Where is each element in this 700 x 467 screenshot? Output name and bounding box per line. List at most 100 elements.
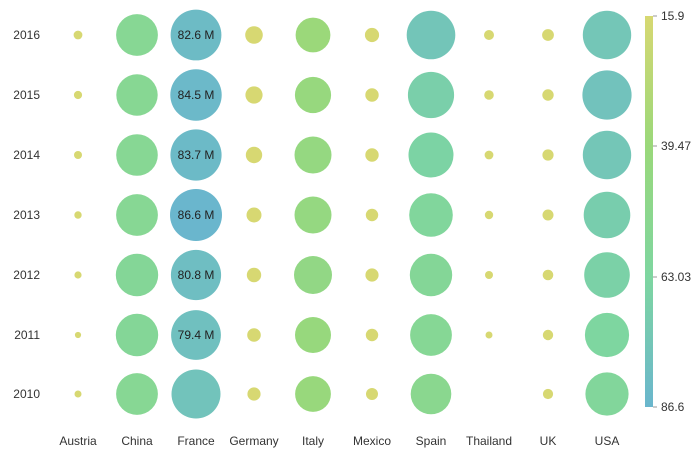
bubble-france-2013[interactable]	[170, 189, 222, 241]
bubble-usa-2013[interactable]	[583, 191, 631, 239]
bubble-france-2012[interactable]	[170, 249, 222, 301]
bubble-mexico-2010[interactable]	[366, 388, 378, 400]
data-label-2014: 83.7 M	[178, 148, 215, 162]
legend-label-2: 39.47	[661, 139, 691, 153]
bubble-france-2014[interactable]	[170, 129, 222, 181]
bubble-france-2011[interactable]	[171, 310, 221, 360]
bubble-china-2013[interactable]	[116, 194, 158, 236]
bubble-spain-2012[interactable]	[409, 253, 453, 297]
x-axis-label-mexico: Mexico	[353, 434, 391, 448]
data-label-2015: 84.5 M	[178, 88, 215, 102]
x-axis-label-china: China	[121, 434, 153, 448]
x-axis-label-italy: Italy	[302, 434, 324, 448]
bubble-usa-2011[interactable]	[584, 312, 630, 358]
bubble-spain-2011[interactable]	[410, 314, 452, 356]
bubble-spain-2015[interactable]	[407, 71, 455, 119]
bubble-italy-2013[interactable]	[294, 196, 332, 234]
bubble-mexico-2016[interactable]	[364, 27, 380, 43]
x-axis-label-austria: Austria	[59, 434, 97, 448]
bubble-germany-2011[interactable]	[247, 328, 261, 342]
bubble-uk-2011[interactable]	[542, 329, 554, 341]
bubble-italy-2011[interactable]	[295, 317, 331, 353]
bubble-mexico-2015[interactable]	[365, 88, 379, 102]
data-label-2013: 86.6 M	[178, 208, 215, 222]
bubble-france-2010[interactable]	[171, 369, 221, 419]
y-axis-label-2015: 2015	[13, 88, 40, 102]
bubble-china-2011[interactable]	[115, 313, 159, 357]
bubble-germany-2013[interactable]	[246, 207, 262, 223]
bubble-germany-2014[interactable]	[245, 146, 263, 164]
bubble-usa-2012[interactable]	[584, 252, 630, 298]
bubble-france-2015[interactable]	[170, 69, 222, 121]
x-axis-label-usa: USA	[595, 434, 620, 448]
bubble-usa-2014[interactable]	[582, 130, 632, 180]
y-axis-label-2014: 2014	[13, 148, 40, 162]
bubble-china-2012[interactable]	[115, 253, 159, 297]
legend-label-3: 63.03	[661, 270, 691, 284]
bubble-uk-2010[interactable]	[542, 388, 554, 400]
bubble-austria-2016[interactable]	[73, 30, 83, 40]
bubble-austria-2014[interactable]	[74, 151, 82, 159]
x-axis-label-germany: Germany	[229, 434, 278, 448]
bubble-mexico-2014[interactable]	[365, 148, 379, 162]
bubble-austria-2010[interactable]	[74, 390, 82, 398]
bubble-uk-2016[interactable]	[542, 29, 554, 41]
data-label-2016: 82.6 M	[178, 28, 215, 42]
bubble-spain-2014[interactable]	[408, 132, 454, 178]
bubble-mexico-2012[interactable]	[365, 268, 379, 282]
legend-label-4: 86.6	[661, 400, 685, 414]
bubble-germany-2016[interactable]	[245, 26, 263, 44]
x-axis-label-france: France	[177, 434, 215, 448]
bubble-italy-2016[interactable]	[295, 17, 331, 53]
x-axis-labels: Austria China France Germany Italy Mexico Spai…	[59, 434, 619, 448]
y-axis-label-2011: 2011	[14, 328, 40, 342]
bubble-austria-2012[interactable]	[74, 271, 82, 279]
bubble-germany-2015[interactable]	[245, 86, 263, 104]
y-axis-label-2013: 2013	[13, 208, 40, 222]
bubble-germany-2010[interactable]	[247, 387, 261, 401]
bubble-thailand-2013[interactable]	[484, 210, 494, 220]
x-axis-label-uk: UK	[540, 434, 557, 448]
y-axis-label-2010: 2010	[13, 387, 40, 401]
y-axis-label-2012: 2012	[13, 268, 40, 282]
data-label-2011: 79.4 M	[178, 328, 215, 342]
bubble-spain-2016[interactable]	[406, 10, 456, 60]
bubble-uk-2012[interactable]	[542, 269, 554, 281]
bubble-austria-2015[interactable]	[73, 90, 83, 100]
bubbles: 82.6 M 84.5 M 83.7 M 86.6 M 80.8 M 79.4 M	[73, 9, 632, 419]
x-axis-label-spain: Spain	[416, 434, 447, 448]
bubble-china-2014[interactable]	[116, 134, 158, 176]
bubble-spain-2010[interactable]	[410, 373, 452, 415]
bubble-uk-2013[interactable]	[542, 209, 554, 221]
y-axis-labels: 2016 2015 2014 2013 2012 2011 2010	[13, 28, 40, 401]
bubble-austria-2013[interactable]	[74, 211, 82, 219]
bubble-thailand-2011[interactable]	[485, 331, 493, 339]
bubble-thailand-2012[interactable]	[485, 271, 493, 279]
bubble-thailand-2016[interactable]	[484, 30, 494, 40]
bubble-thailand-2014[interactable]	[484, 150, 494, 160]
bubble-usa-2010[interactable]	[585, 372, 629, 416]
bubble-uk-2014[interactable]	[542, 149, 554, 161]
bubble-china-2010[interactable]	[116, 373, 158, 415]
bubble-germany-2012[interactable]	[246, 267, 262, 283]
bubble-spain-2013[interactable]	[409, 193, 453, 237]
bubble-thailand-2015[interactable]	[484, 90, 494, 100]
bubble-mexico-2011[interactable]	[365, 328, 379, 342]
color-legend: 15.9 39.47 63.03 86.6	[645, 9, 691, 414]
bubble-china-2015[interactable]	[116, 74, 158, 116]
bubble-italy-2015[interactable]	[294, 76, 332, 114]
legend-color-bar	[645, 16, 653, 407]
y-axis-label-2016: 2016	[13, 28, 40, 42]
bubble-usa-2016[interactable]	[582, 10, 632, 60]
bubble-mexico-2013[interactable]	[365, 208, 379, 222]
bubble-italy-2014[interactable]	[294, 136, 332, 174]
bubble-italy-2012[interactable]	[294, 256, 332, 294]
bubble-usa-2015[interactable]	[582, 70, 632, 120]
bubble-italy-2010[interactable]	[295, 376, 331, 412]
bubble-austria-2011[interactable]	[74, 331, 82, 339]
bubble-china-2016[interactable]	[116, 14, 158, 56]
x-axis-label-thailand: Thailand	[466, 434, 512, 448]
bubble-france-2016[interactable]	[170, 9, 222, 61]
bubble-uk-2015[interactable]	[542, 89, 554, 101]
